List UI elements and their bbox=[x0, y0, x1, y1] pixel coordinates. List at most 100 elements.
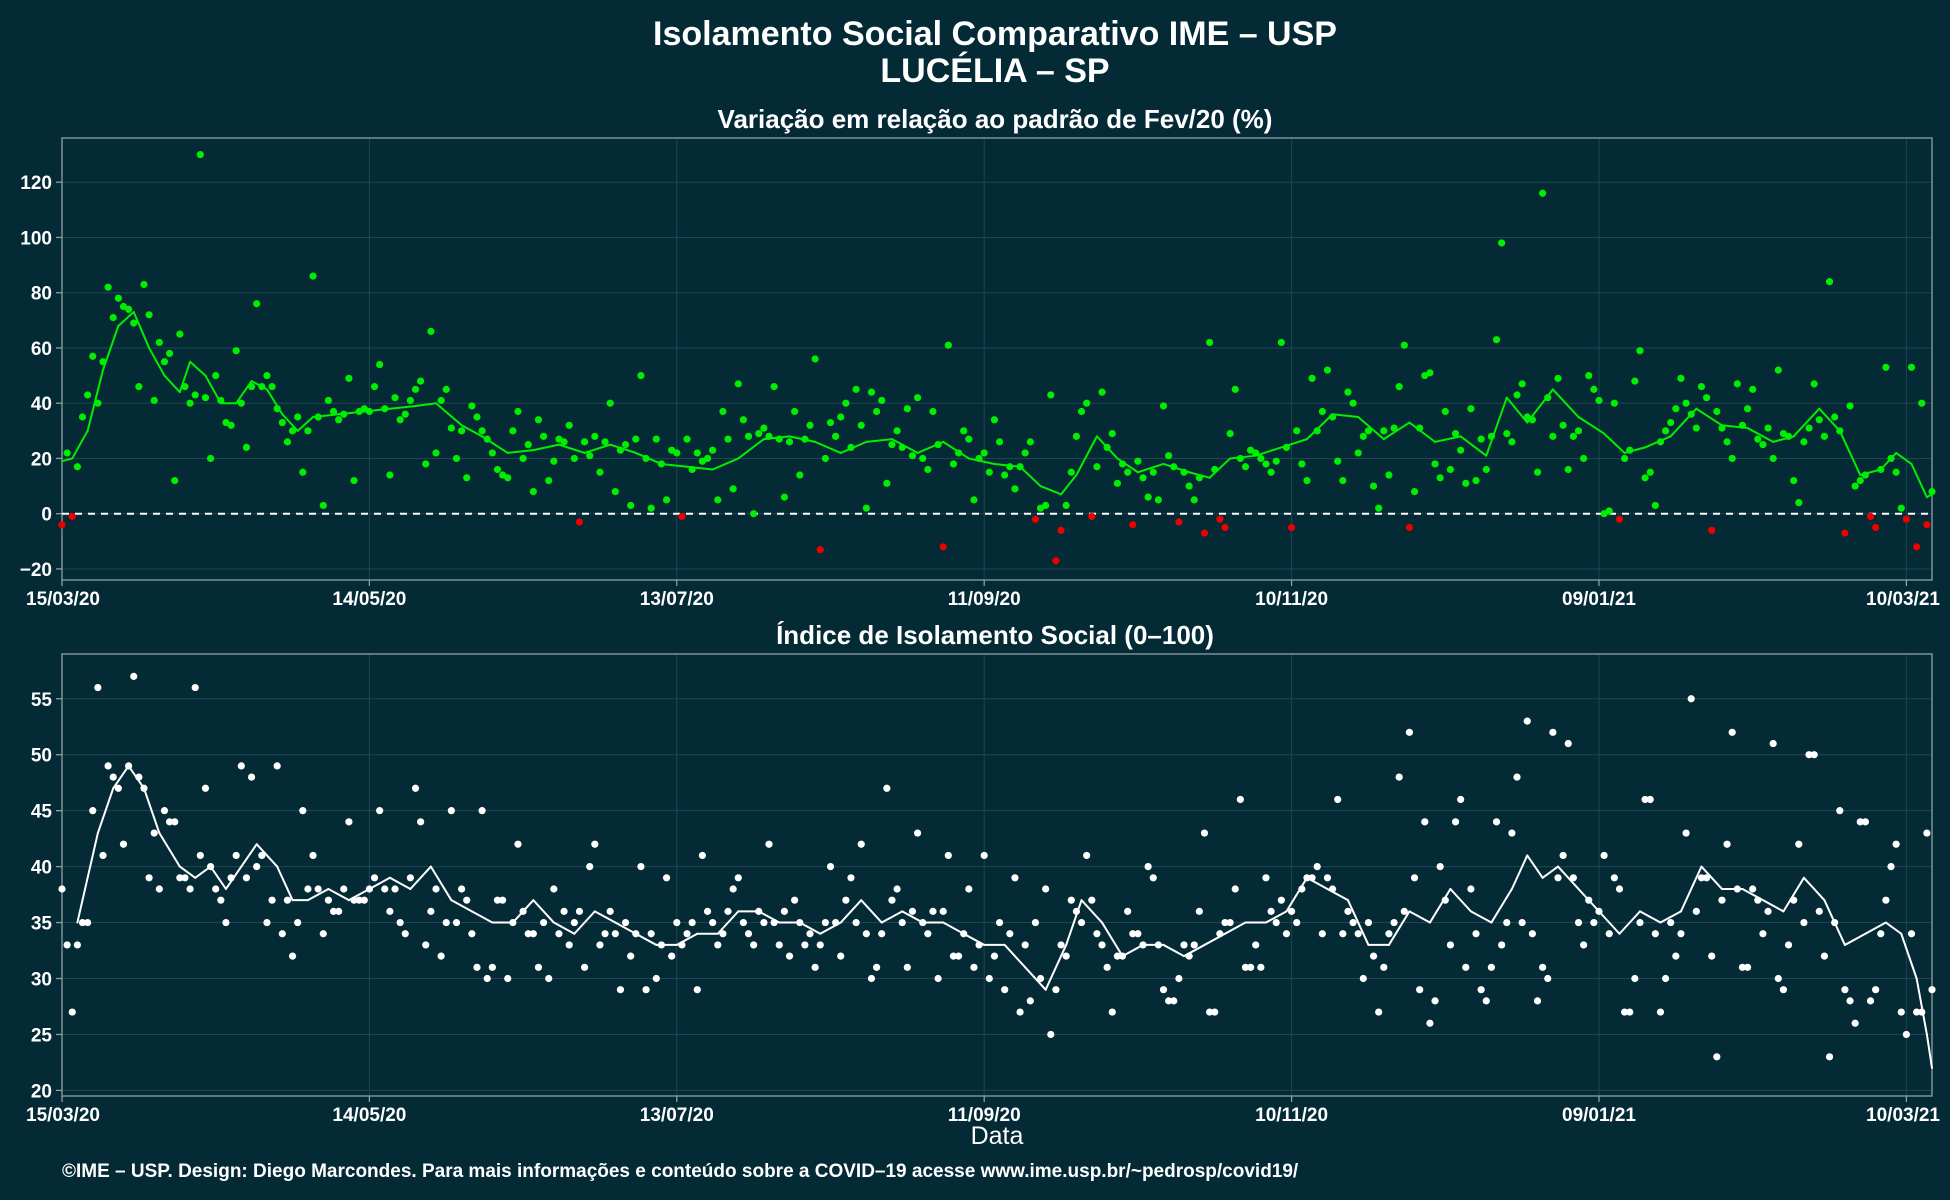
data-point bbox=[237, 762, 245, 770]
data-point bbox=[847, 874, 855, 882]
data-point bbox=[1287, 523, 1296, 532]
data-point bbox=[1892, 840, 1900, 848]
data-point bbox=[1605, 930, 1613, 938]
data-point bbox=[1595, 396, 1603, 405]
data-point bbox=[1723, 438, 1731, 446]
data-point bbox=[1369, 952, 1378, 960]
data-point bbox=[1641, 795, 1649, 804]
data-point bbox=[1569, 874, 1577, 882]
moving-average-segment bbox=[634, 932, 658, 946]
data-point bbox=[1605, 507, 1613, 515]
data-point bbox=[109, 773, 117, 781]
data-point bbox=[1236, 454, 1244, 463]
data-point bbox=[1380, 963, 1388, 971]
data-point bbox=[114, 294, 122, 302]
data-point bbox=[1713, 407, 1721, 416]
data-point bbox=[176, 874, 184, 882]
data-point bbox=[1866, 997, 1875, 1005]
moving-average-segment bbox=[860, 899, 883, 924]
moving-average-segment bbox=[942, 921, 965, 935]
moving-average-segment bbox=[1577, 416, 1606, 435]
data-point bbox=[524, 930, 532, 938]
data-point bbox=[1308, 374, 1316, 382]
data-point bbox=[893, 427, 901, 435]
data-point bbox=[1661, 974, 1670, 983]
data-point bbox=[427, 327, 435, 335]
data-point bbox=[1200, 829, 1209, 837]
data-point bbox=[1902, 515, 1910, 523]
data-point bbox=[1426, 1019, 1434, 1027]
moving-average-segment bbox=[1346, 899, 1370, 946]
data-point bbox=[1165, 452, 1173, 460]
data-point bbox=[734, 874, 742, 882]
data-point bbox=[73, 941, 81, 949]
data-point bbox=[1872, 523, 1880, 532]
data-point bbox=[1861, 471, 1869, 479]
moving-average-segment bbox=[1659, 910, 1682, 924]
data-point bbox=[1431, 997, 1439, 1005]
moving-average-segment bbox=[409, 865, 432, 890]
data-point bbox=[401, 410, 409, 418]
x-tick-label: 11/09/20 bbox=[948, 589, 1021, 610]
data-point bbox=[1846, 997, 1854, 1005]
data-point bbox=[1129, 521, 1137, 529]
data-point bbox=[1103, 443, 1111, 451]
data-point bbox=[1872, 986, 1880, 994]
data-point bbox=[345, 818, 353, 826]
data-point bbox=[673, 449, 681, 457]
data-point bbox=[580, 963, 589, 971]
data-point bbox=[1257, 963, 1265, 971]
data-point bbox=[1841, 529, 1849, 537]
moving-average-segment bbox=[1895, 451, 1913, 465]
data-point bbox=[801, 941, 809, 949]
data-point bbox=[319, 501, 327, 510]
moving-average-segment bbox=[1557, 865, 1580, 890]
data-point bbox=[1124, 907, 1132, 915]
data-point bbox=[273, 405, 281, 413]
data-point bbox=[1487, 963, 1495, 971]
data-point bbox=[1559, 421, 1567, 429]
data-point bbox=[1129, 930, 1137, 938]
moving-average-segment bbox=[1357, 416, 1385, 441]
data-point bbox=[1113, 952, 1121, 960]
moving-average-segment bbox=[255, 843, 279, 868]
data-point bbox=[1011, 874, 1019, 882]
data-point bbox=[1580, 454, 1588, 463]
data-point bbox=[396, 918, 404, 927]
panel-variation: −20 0 20 40 60 80 100 120 15/03/20 14/05/20 13/07/… bbox=[20, 137, 1940, 610]
moving-average-segment bbox=[1019, 465, 1042, 488]
data-point bbox=[1001, 986, 1009, 994]
moving-average-segment bbox=[388, 404, 417, 410]
data-point bbox=[1892, 468, 1900, 476]
moving-average-segment bbox=[532, 899, 555, 924]
panel1-title: Variação em relação ao padrão de Fev/20 … bbox=[718, 104, 1273, 134]
data-point bbox=[258, 383, 266, 391]
data-point bbox=[1897, 1008, 1905, 1016]
data-point bbox=[1088, 512, 1096, 521]
data-point bbox=[1902, 1030, 1910, 1039]
data-point bbox=[1385, 471, 1393, 479]
data-point bbox=[458, 427, 466, 435]
y-tick-label: 80 bbox=[31, 284, 52, 305]
data-point bbox=[130, 672, 138, 680]
data-point bbox=[596, 468, 604, 476]
data-point bbox=[678, 512, 686, 521]
data-point bbox=[201, 394, 210, 402]
data-point bbox=[1795, 499, 1803, 507]
data-point bbox=[1303, 476, 1311, 485]
data-point bbox=[683, 930, 691, 938]
data-point bbox=[130, 319, 138, 327]
data-point bbox=[1144, 493, 1152, 501]
data-point bbox=[591, 432, 599, 440]
data-point bbox=[847, 443, 855, 451]
moving-average-segment bbox=[1075, 435, 1098, 477]
data-point bbox=[335, 416, 343, 424]
data-point bbox=[125, 762, 133, 770]
data-point bbox=[1462, 479, 1470, 487]
data-point bbox=[1687, 695, 1695, 703]
data-point bbox=[222, 918, 230, 927]
moving-average-segment bbox=[583, 443, 612, 454]
data-point bbox=[268, 383, 276, 391]
data-point bbox=[1298, 885, 1306, 893]
data-point bbox=[1400, 341, 1408, 349]
